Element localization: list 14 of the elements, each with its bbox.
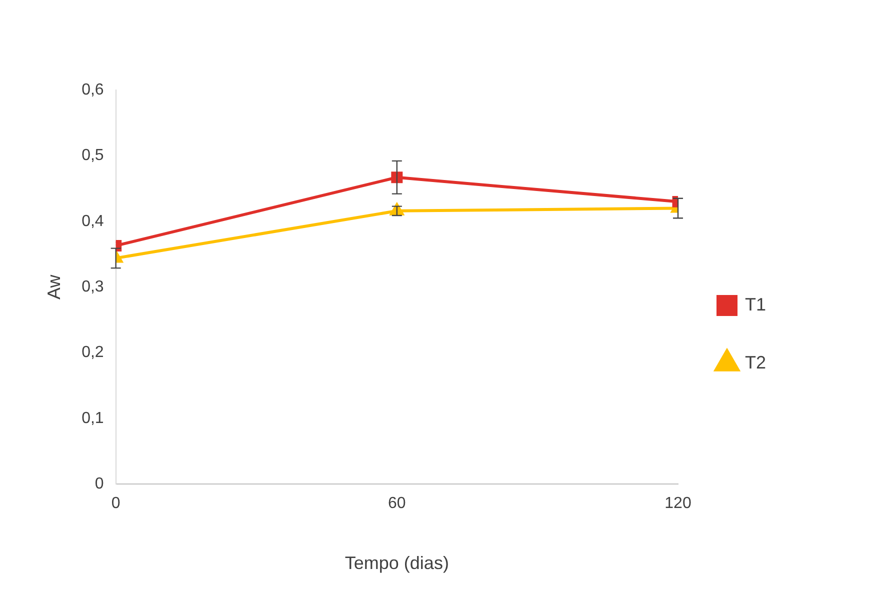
y-tick-label: 0,3 (82, 278, 104, 296)
x-axis-title: Tempo (dias) (344, 553, 449, 574)
y-tick-label: 0,1 (82, 410, 104, 427)
x-tick-label: 60 (388, 495, 406, 512)
y-axis-title: Aw (44, 274, 64, 300)
legend-label: T2 (744, 352, 766, 372)
y-tick-label: 0 (94, 476, 104, 493)
legend-label: T1 (744, 294, 766, 314)
y-tick-label: 0,5 (82, 147, 104, 164)
y-tick-label: 0,4 (82, 212, 104, 230)
x-tick-label: 120 (664, 495, 692, 512)
x-tick-label: 0 (111, 495, 120, 512)
y-tick-label: 0,6 (82, 81, 104, 98)
y-tick-label: 0,2 (82, 344, 104, 362)
